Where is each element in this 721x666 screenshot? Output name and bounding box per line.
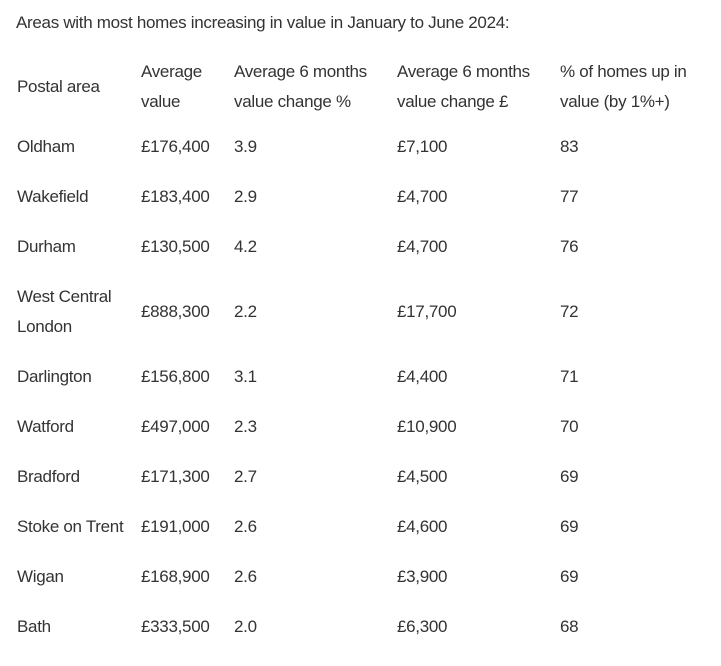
cell-change-pounds: £17,700 (397, 302, 457, 321)
cell-postal-area: Bradford (17, 467, 80, 486)
cell-average-value: £333,500 (141, 617, 210, 636)
cell-postal-area: Wigan (17, 567, 64, 586)
cell-change-percent: 3.9 (234, 137, 257, 156)
cell-postal-area: Bath (17, 617, 51, 636)
header-average-value: Average value (141, 62, 202, 111)
cell-change-pounds: £4,700 (397, 237, 448, 256)
cell-change-pounds: £4,500 (397, 467, 448, 486)
cell-homes-up-percent: 69 (560, 517, 579, 536)
cell-postal-area: Durham (17, 237, 76, 256)
cell-postal-area: Wakefield (17, 187, 89, 206)
cell-average-value: £888,300 (141, 302, 210, 321)
cell-postal-area: Stoke on Trent (17, 517, 124, 536)
table-row: Bradford £171,300 2.7 £4,500 69 (10, 452, 721, 502)
table-row: Watford £497,000 2.3 £10,900 70 (10, 402, 721, 452)
homes-value-table: Postal area Average value Average 6 mont… (10, 57, 721, 652)
cell-change-percent: 2.0 (234, 617, 257, 636)
table-row: Wigan £168,900 2.6 £3,900 69 (10, 552, 721, 602)
cell-average-value: £168,900 (141, 567, 210, 586)
cell-average-value: £156,800 (141, 367, 210, 386)
cell-average-value: £497,000 (141, 417, 210, 436)
cell-average-value: £176,400 (141, 137, 210, 156)
table-row: Bath £333,500 2.0 £6,300 68 (10, 602, 721, 652)
cell-postal-area: Darlington (17, 367, 92, 386)
cell-homes-up-percent: 70 (560, 417, 579, 436)
cell-change-percent: 2.6 (234, 567, 257, 586)
cell-change-pounds: £7,100 (397, 137, 448, 156)
cell-average-value: £171,300 (141, 467, 210, 486)
table-row: Oldham £176,400 3.9 £7,100 83 (10, 122, 721, 172)
cell-homes-up-percent: 76 (560, 237, 579, 256)
header-row: Postal area Average value Average 6 mont… (10, 57, 721, 122)
table-row: West Central London £888,300 2.2 £17,700 72 (10, 272, 721, 352)
cell-homes-up-percent: 71 (560, 367, 579, 386)
cell-average-value: £191,000 (141, 517, 210, 536)
header-change-percent: Average 6 months value change % (234, 62, 367, 111)
cell-change-percent: 2.9 (234, 187, 257, 206)
cell-change-pounds: £10,900 (397, 417, 457, 436)
cell-homes-up-percent: 69 (560, 467, 579, 486)
cell-change-percent: 3.1 (234, 367, 257, 386)
cell-change-percent: 2.3 (234, 417, 257, 436)
table-row: Stoke on Trent £191,000 2.6 £4,600 69 (10, 502, 721, 552)
cell-change-pounds: £4,400 (397, 367, 448, 386)
cell-average-value: £183,400 (141, 187, 210, 206)
header-change-pounds: Average 6 months value change £ (397, 62, 530, 111)
cell-change-pounds: £3,900 (397, 567, 448, 586)
header-postal-area: Postal area (17, 77, 100, 96)
cell-change-pounds: £4,600 (397, 517, 448, 536)
cell-change-percent: 2.2 (234, 302, 257, 321)
cell-change-percent: 2.6 (234, 517, 257, 536)
cell-homes-up-percent: 83 (560, 137, 579, 156)
cell-postal-area: West Central London (17, 287, 112, 336)
table-caption: Areas with most homes increasing in valu… (16, 13, 510, 32)
table-row: Darlington £156,800 3.1 £4,400 71 (10, 352, 721, 402)
cell-change-percent: 4.2 (234, 237, 257, 256)
cell-average-value: £130,500 (141, 237, 210, 256)
table-row: Durham £130,500 4.2 £4,700 76 (10, 222, 721, 272)
cell-postal-area: Watford (17, 417, 74, 436)
cell-postal-area: Oldham (17, 137, 75, 156)
cell-homes-up-percent: 68 (560, 617, 579, 636)
table-row: Wakefield £183,400 2.9 £4,700 77 (10, 172, 721, 222)
cell-homes-up-percent: 77 (560, 187, 579, 206)
cell-change-pounds: £6,300 (397, 617, 448, 636)
cell-change-percent: 2.7 (234, 467, 257, 486)
header-homes-up-percent: % of homes up in value (by 1%+) (560, 62, 687, 111)
cell-homes-up-percent: 69 (560, 567, 579, 586)
cell-change-pounds: £4,700 (397, 187, 448, 206)
cell-homes-up-percent: 72 (560, 302, 579, 321)
